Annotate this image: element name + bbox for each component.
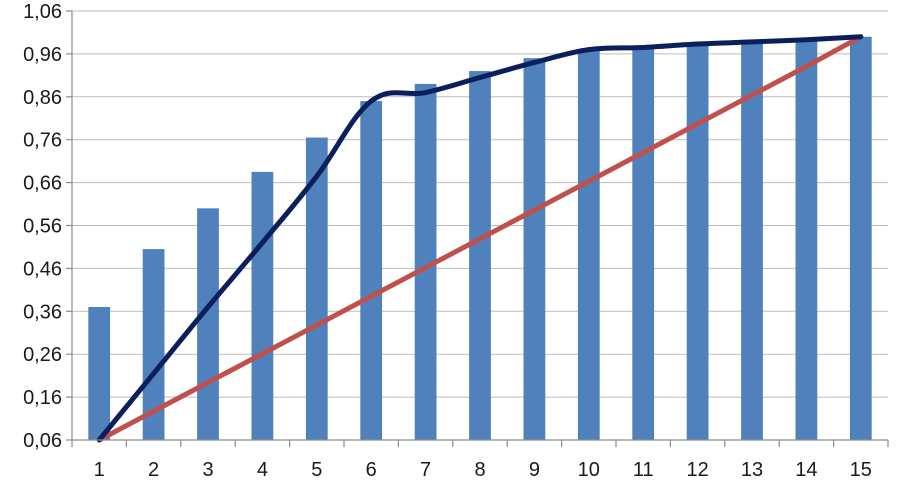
x-tick-label: 7 [420,459,431,481]
x-tick-label: 1 [94,459,105,481]
y-tick-label: 0,26 [23,344,62,366]
bar [414,83,437,441]
bar [197,208,219,440]
y-tick-label: 0,86 [23,87,62,109]
bar [142,249,165,440]
series-line [96,34,864,443]
x-tick-label: 11 [633,459,654,481]
y-tick-label: 0,06 [23,430,62,452]
y-tick-label: 0,46 [23,258,62,280]
bar [523,58,546,440]
bar [741,41,763,440]
y-tick-label: 0,16 [23,387,62,409]
y-tick-label: 0,76 [23,130,62,152]
bar [795,38,818,440]
x-tick-label: 4 [257,459,268,481]
x-tick-label: 3 [202,459,213,481]
bar [360,101,383,440]
x-tick-label: 8 [474,459,485,481]
y-tick-label: 0,66 [23,173,62,195]
x-tick-label: 6 [366,459,377,481]
line-series [96,34,864,443]
x-tick-label: 9 [529,459,540,481]
x-tick-labels: 1 2 3 4 5 6 7 8 9 10 11 12 13 14 15 [94,459,872,481]
x-tick-label: 13 [741,459,763,481]
series-line [96,34,864,443]
bar-series [88,36,872,441]
x-tick-label: 14 [795,459,817,481]
bar [251,171,274,440]
x-tick-label: 15 [850,459,872,481]
x-tick-label: 5 [311,459,322,481]
bar [632,47,655,441]
axes [66,10,889,447]
bar [305,137,328,440]
x-tick-label: 10 [578,459,600,481]
bar [577,49,600,441]
bar [686,43,709,441]
y-tick-label: 0,56 [23,216,62,238]
x-tick-label: 12 [686,459,708,481]
x-tick-label: 2 [148,459,159,481]
y-tick-label: 0,96 [23,44,62,66]
y-tick-label: 0,36 [23,301,62,323]
y-tick-labels: 0,06 0,16 0,26 0,36 0,46 0,56 0,66 0,76 0,86 0,96… [23,1,62,452]
bar [88,307,111,440]
y-tick-label: 1,06 [23,1,62,23]
bar [469,71,491,440]
bar [849,36,872,441]
